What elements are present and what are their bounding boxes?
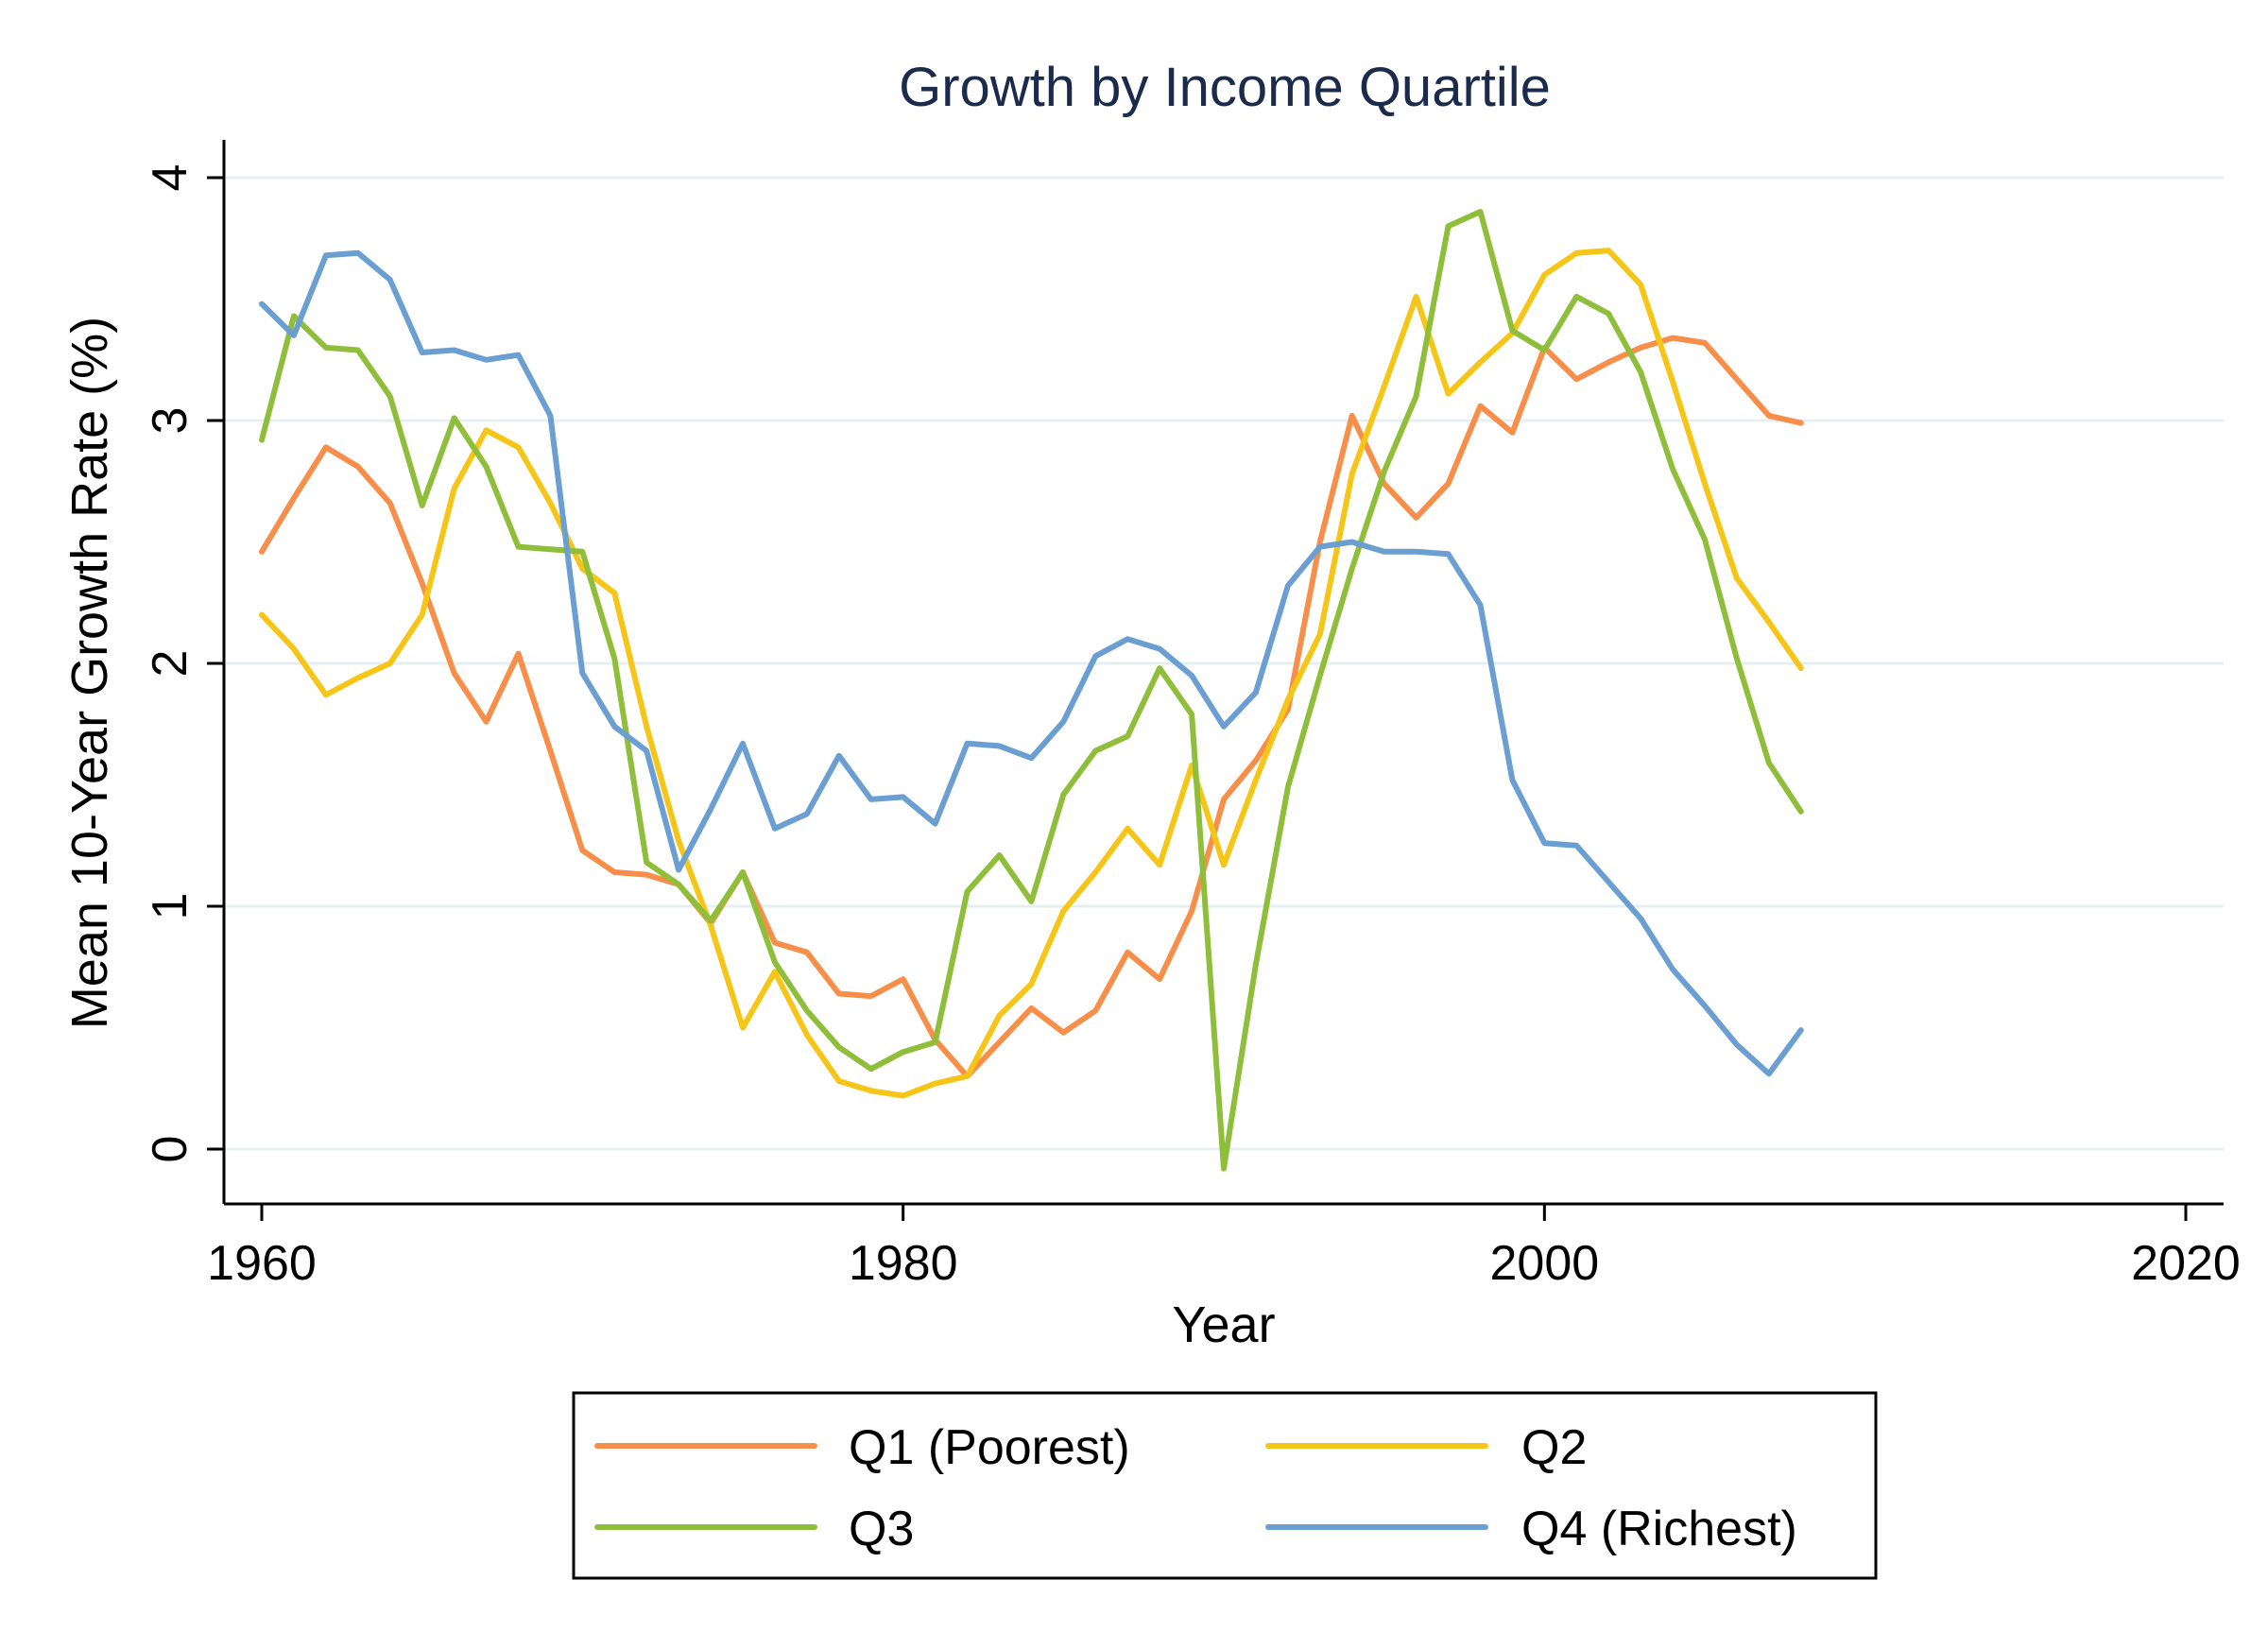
x-ticks: 1960 1980 2000 2020	[207, 1204, 2241, 1291]
y-tick-label: 4	[143, 164, 198, 192]
series-line-q3	[259, 209, 1804, 1172]
axes	[222, 140, 2224, 1206]
x-tick-label: 1980	[849, 1236, 958, 1291]
x-axis-label: Year	[1172, 1297, 1275, 1353]
gridlines	[226, 176, 2224, 1151]
legend-label-q1: Q1 (Poorest)	[849, 1420, 1130, 1475]
legend: Q1 (Poorest) Q2 Q3 Q4 (Richest)	[572, 1391, 1878, 1580]
series-line-q1	[259, 335, 1804, 1079]
legend-label-q4: Q4 (Richest)	[1521, 1502, 1797, 1556]
x-tick-label: 1960	[207, 1236, 317, 1291]
y-ticks: 0 1 2 3 4	[143, 164, 224, 1163]
chart-title: Growth by Income Quartile	[899, 57, 1551, 118]
legend-label-q3: Q3	[849, 1502, 914, 1556]
legend-label-q2: Q2	[1521, 1420, 1587, 1475]
series-line-q4	[259, 249, 1804, 1077]
x-tick-label: 2020	[2131, 1236, 2241, 1291]
y-tick-label: 2	[143, 650, 198, 678]
x-tick-label: 2000	[1489, 1236, 1599, 1291]
y-tick-label: 1	[143, 893, 198, 920]
y-tick-label: 0	[143, 1136, 198, 1163]
series-line-q2	[259, 248, 1804, 1099]
y-axis-label: Mean 10-Year Growth Rate (%)	[61, 317, 118, 1029]
y-tick-label: 3	[143, 407, 198, 435]
plot-series	[259, 209, 1804, 1172]
legend-box	[572, 1391, 1878, 1580]
